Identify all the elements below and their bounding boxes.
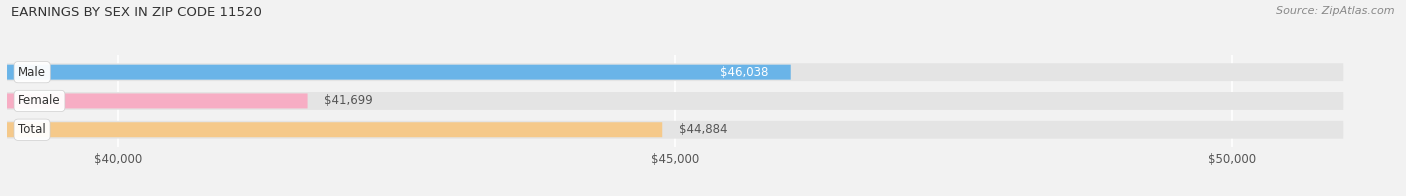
Text: $41,699: $41,699 [325,94,373,107]
Text: $46,038: $46,038 [720,66,769,79]
Text: Female: Female [18,94,60,107]
Text: EARNINGS BY SEX IN ZIP CODE 11520: EARNINGS BY SEX IN ZIP CODE 11520 [11,6,262,19]
Text: Total: Total [18,123,46,136]
FancyBboxPatch shape [7,121,1343,139]
FancyBboxPatch shape [7,63,1343,81]
Text: Male: Male [18,66,46,79]
Text: Source: ZipAtlas.com: Source: ZipAtlas.com [1277,6,1395,16]
FancyBboxPatch shape [7,92,1343,110]
FancyBboxPatch shape [7,65,790,80]
FancyBboxPatch shape [7,93,308,108]
Text: $44,884: $44,884 [679,123,727,136]
FancyBboxPatch shape [7,122,662,137]
